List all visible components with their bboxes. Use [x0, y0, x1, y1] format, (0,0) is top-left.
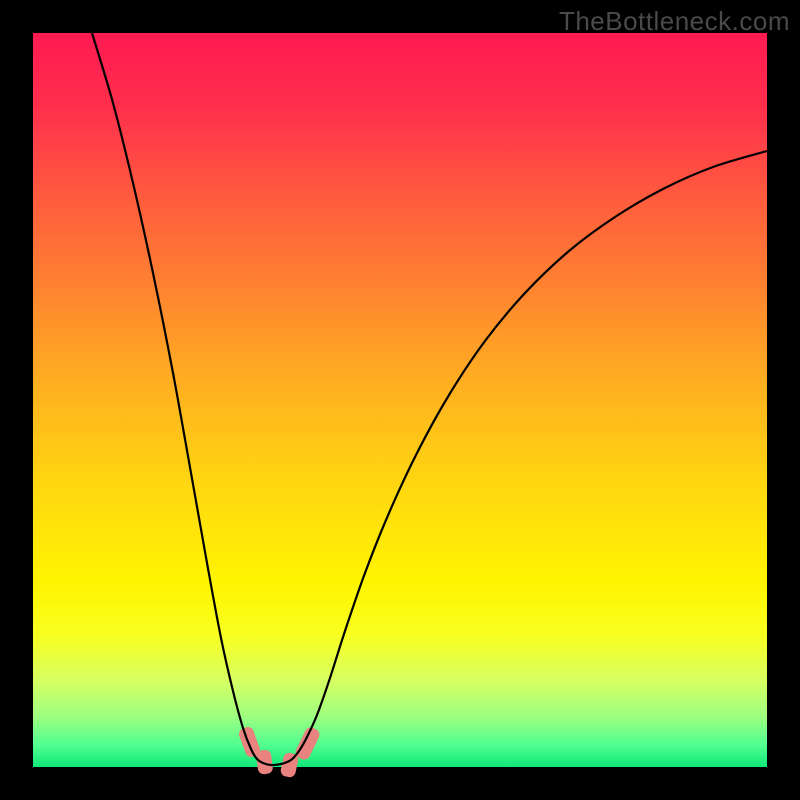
plot-area: [33, 33, 767, 767]
marker: [255, 749, 273, 775]
marker: [294, 725, 322, 761]
curve-layer: [33, 33, 767, 767]
bottleneck-curve: [92, 33, 767, 765]
